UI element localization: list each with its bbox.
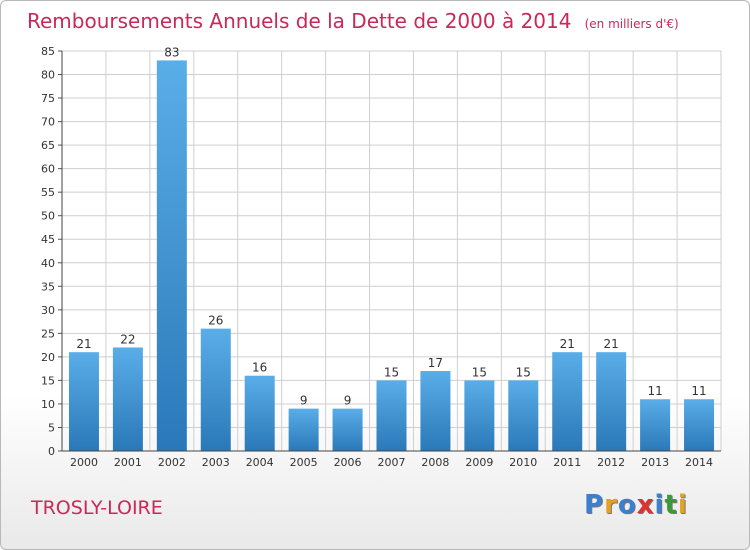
- bar: [112, 347, 143, 451]
- x-tick-label: 2013: [641, 456, 669, 469]
- y-tick-label: 25: [41, 327, 55, 340]
- y-tick-label: 60: [41, 163, 55, 176]
- logo-letter: i: [677, 490, 688, 520]
- y-tick-label: 75: [41, 92, 55, 105]
- bar-value-label: 21: [604, 337, 619, 351]
- logo-letter: i: [654, 490, 665, 520]
- bar-value-label: 15: [384, 365, 399, 379]
- bar-value-label: 9: [344, 394, 352, 408]
- y-tick-label: 40: [41, 257, 55, 270]
- bar-value-label: 9: [300, 394, 308, 408]
- y-tick-label: 10: [41, 398, 55, 411]
- x-tick-label: 2009: [465, 456, 493, 469]
- y-tick-label: 85: [41, 45, 55, 58]
- bar-value-label: 22: [120, 332, 135, 346]
- y-tick-label: 65: [41, 139, 55, 152]
- y-tick-label: 0: [48, 445, 55, 458]
- x-tick-label: 2007: [378, 456, 406, 469]
- y-tick-label: 70: [41, 116, 55, 129]
- logo-letter: r: [604, 490, 618, 520]
- bar-value-label: 21: [76, 337, 91, 351]
- chart-unit: (en milliers d'€): [584, 17, 679, 31]
- axes: 0 5 10 15 20 25 30 35 40 45 50 55 60 65 70 75 80 85 2000 20…: [41, 45, 721, 469]
- x-tick-label: 2001: [114, 456, 142, 469]
- x-tick-label: 2006: [334, 456, 362, 469]
- logo-letter: o: [617, 490, 637, 520]
- y-tick-label: 50: [41, 210, 55, 223]
- x-tick-label: 2011: [553, 456, 581, 469]
- bar: [508, 380, 539, 451]
- bar-value-label: 83: [164, 45, 179, 59]
- bar-value-label: 11: [647, 384, 662, 398]
- bar: [684, 399, 715, 451]
- y-tick-label: 55: [41, 186, 55, 199]
- chart-title: Remboursements Annuels de la Dette de 20…: [27, 9, 572, 33]
- bar: [156, 60, 187, 451]
- bar: [200, 328, 231, 451]
- bar: [332, 408, 363, 451]
- bar-value-label: 17: [428, 356, 443, 370]
- bar: [68, 352, 99, 451]
- bar-value-label: 15: [516, 365, 531, 379]
- x-tick-label: 2003: [202, 456, 230, 469]
- bar: [640, 399, 671, 451]
- y-tick-label: 30: [41, 304, 55, 317]
- bar: [596, 352, 627, 451]
- bar: [552, 352, 583, 451]
- bar: [288, 408, 319, 451]
- y-tick-label: 45: [41, 233, 55, 246]
- logo-letter: x: [636, 490, 655, 520]
- bar-value-label: 16: [252, 361, 267, 375]
- bars: 21 22 83 26 16 9 9 15 17 15 15 21 21 11 11: [68, 45, 715, 451]
- x-tick-label: 2005: [290, 456, 318, 469]
- x-tick-label: 2000: [70, 456, 98, 469]
- x-tick-label: 2012: [597, 456, 625, 469]
- y-tick-label: 15: [41, 374, 55, 387]
- bar: [420, 371, 451, 451]
- bar-value-label: 21: [560, 337, 575, 351]
- y-tick-label: 20: [41, 351, 55, 364]
- bar: [244, 375, 275, 451]
- title-row: Remboursements Annuels de la Dette de 20…: [27, 9, 679, 33]
- y-tick-label: 35: [41, 280, 55, 293]
- bar: [376, 380, 407, 451]
- y-tick-label: 5: [48, 421, 55, 434]
- x-tick-label: 2002: [158, 456, 186, 469]
- bar-value-label: 26: [208, 314, 223, 328]
- x-tick-label: 2014: [685, 456, 713, 469]
- y-tick-label: 80: [41, 69, 55, 82]
- bar-value-label: 11: [691, 384, 706, 398]
- logo-letter: P: [584, 490, 605, 520]
- x-tick-label: 2008: [421, 456, 449, 469]
- proxiti-logo: Proxiti: [584, 490, 688, 520]
- bar: [464, 380, 495, 451]
- x-tick-label: 2004: [246, 456, 274, 469]
- x-tick-label: 2010: [509, 456, 537, 469]
- location-name: TROSLY-LOIRE: [31, 497, 163, 519]
- bar-value-label: 15: [472, 365, 487, 379]
- logo-letter: t: [664, 490, 678, 520]
